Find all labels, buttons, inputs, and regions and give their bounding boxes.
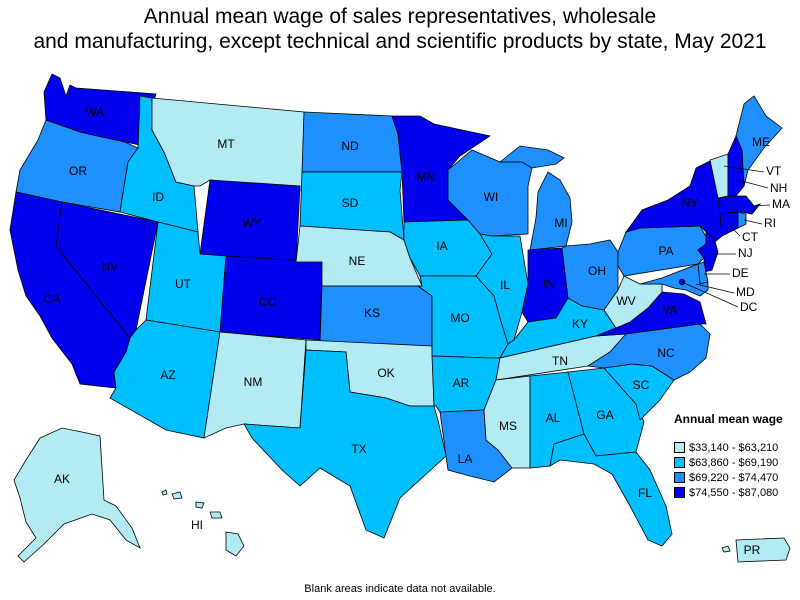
label-NV: NV (102, 260, 119, 274)
state-MD[interactable] (639, 263, 709, 297)
label-VA: VA (662, 303, 677, 317)
legend-swatch (674, 487, 685, 498)
leader-MD (695, 283, 735, 294)
label-OK: OK (377, 366, 394, 380)
state-TX[interactable] (243, 349, 447, 539)
legend-title: Annual mean wage (674, 412, 783, 426)
label-NM: NM (244, 375, 263, 389)
legend-item: $74,550 - $87,080 (674, 485, 800, 500)
legend-item: $33,140 - $63,210 (674, 440, 800, 455)
label-DC: DC (740, 300, 758, 314)
legend-label: $69,220 - $74,470 (689, 471, 779, 484)
legend-label: $74,550 - $87,080 (689, 486, 779, 499)
state-MI-upper[interactable] (498, 145, 565, 169)
label-WA: WA (86, 105, 105, 119)
label-NH: NH (770, 181, 787, 195)
label-MS: MS (499, 419, 517, 433)
label-PA: PA (658, 244, 673, 258)
state-NC[interactable] (586, 323, 711, 381)
label-ID: ID (152, 190, 164, 204)
state-PR[interactable] (735, 537, 791, 563)
state-WV[interactable] (603, 275, 663, 329)
label-MI: MI (554, 216, 567, 230)
label-WI: WI (484, 190, 499, 204)
leader-RI (743, 219, 763, 225)
label-TN: TN (552, 354, 568, 368)
state-CT[interactable] (719, 211, 739, 237)
state-MA[interactable] (717, 195, 762, 215)
label-SD: SD (342, 196, 359, 210)
label-NE: NE (349, 254, 366, 268)
label-MN: MN (417, 170, 436, 184)
label-GA: GA (596, 408, 613, 422)
label-MT: MT (217, 137, 235, 151)
label-DE: DE (732, 266, 749, 280)
label-VT: VT (766, 164, 782, 178)
leader-MA (751, 204, 771, 207)
label-PR: PR (744, 543, 761, 557)
label-NC: NC (657, 346, 675, 360)
label-HI: HI (191, 518, 203, 532)
label-MA: MA (772, 197, 790, 211)
label-AK: AK (54, 472, 70, 486)
label-FL: FL (638, 486, 652, 500)
label-MO: MO (450, 311, 469, 325)
legend: Annual mean wage $33,140 - $63,210 $63,8… (674, 412, 800, 500)
state-MI[interactable] (529, 171, 573, 251)
leader-VT (723, 165, 765, 173)
legend-item: $69,220 - $74,470 (674, 470, 800, 485)
leader-NH (737, 179, 769, 189)
label-IL: IL (500, 278, 510, 292)
label-CO: CO (259, 295, 277, 309)
state-AK[interactable] (13, 427, 141, 563)
label-CT: CT (742, 230, 759, 244)
label-ME: ME (752, 135, 770, 149)
legend-label: $63,860 - $69,190 (689, 456, 779, 469)
title-line-1: Annual mean wage of sales representative… (143, 5, 657, 28)
state-FL[interactable] (549, 433, 673, 547)
label-SC: SC (633, 378, 650, 392)
label-MD: MD (736, 285, 755, 299)
label-CA: CA (44, 292, 61, 306)
footnote: Blank areas indicate data not available. (304, 583, 496, 595)
label-TX: TX (351, 442, 366, 456)
state-ME[interactable] (735, 95, 783, 187)
label-IA: IA (436, 239, 447, 253)
label-NY: NY (682, 196, 699, 210)
legend-swatch (674, 442, 685, 453)
label-RI: RI (764, 216, 776, 230)
title-line-2: and manufacturing, except technical and … (33, 30, 767, 53)
label-KY: KY (572, 317, 588, 331)
label-OH: OH (588, 264, 606, 278)
label-IN: IN (543, 277, 555, 291)
label-LA: LA (458, 452, 473, 466)
label-ND: ND (341, 139, 359, 153)
leader-DC (681, 281, 739, 308)
label-AZ: AZ (160, 368, 175, 382)
label-KS: KS (364, 306, 380, 320)
leader-CT (729, 225, 741, 237)
legend-swatch (674, 472, 685, 483)
label-WV: WV (616, 294, 635, 308)
label-WY: WY (242, 216, 261, 230)
legend-item: $63,860 - $69,190 (674, 455, 800, 470)
label-AR: AR (453, 376, 470, 390)
label-AL: AL (546, 411, 561, 425)
label-UT: UT (175, 277, 192, 291)
state-PR-island[interactable] (721, 545, 731, 553)
label-OR: OR (69, 164, 87, 178)
map-title: Annual mean wage of sales representative… (0, 4, 800, 54)
legend-label: $33,140 - $63,210 (689, 441, 779, 454)
state-RI[interactable] (737, 211, 747, 229)
state-HI[interactable] (161, 489, 245, 557)
label-NJ: NJ (738, 246, 753, 260)
legend-swatch (674, 457, 685, 468)
